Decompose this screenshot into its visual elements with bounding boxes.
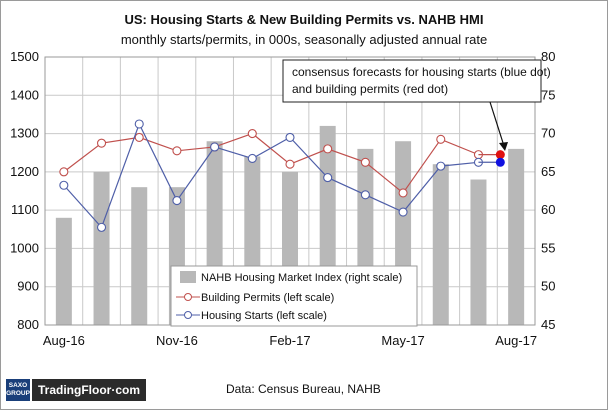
right-tick-label: 75	[541, 87, 555, 102]
right-tick-label: 60	[541, 202, 555, 217]
annotation-box	[282, 59, 542, 103]
starts-point	[172, 196, 182, 206]
legend-swatch-starts-marker	[184, 311, 192, 319]
permits-point	[323, 144, 333, 154]
x-tick-label: May-17	[381, 333, 424, 348]
hmi-bar	[93, 171, 110, 325]
hmi-bar	[432, 164, 449, 325]
x-tick-label: Aug-16	[43, 333, 85, 348]
left-tick-label: 900	[17, 279, 39, 294]
permits-point	[134, 132, 144, 142]
legend-label-starts: Housing Starts (left scale)	[201, 310, 327, 322]
permits-point	[59, 167, 69, 177]
hmi-bar	[55, 217, 72, 325]
x-tick-label: Nov-16	[156, 333, 198, 348]
starts-point	[436, 161, 446, 171]
starts-point	[323, 173, 333, 183]
chart-subtitle: monthly starts/permits, in 000s, seasona…	[121, 32, 487, 47]
starts-point	[247, 153, 257, 164]
right-tick-label: 80	[541, 49, 555, 64]
x-tick-label: Aug-17	[495, 333, 537, 348]
line-series	[59, 119, 505, 232]
legend-box	[170, 265, 418, 327]
saxo-group-logo: SAXO GROUP	[6, 379, 30, 401]
saxo-logo-line1: SAXO	[8, 382, 28, 389]
chart-title: US: Housing Starts & New Building Permit…	[125, 12, 484, 27]
right-tick-label: 50	[541, 279, 555, 294]
legend-swatch-hmi	[180, 271, 196, 283]
starts-line	[63, 122, 479, 229]
starts-forecast-dot	[495, 157, 505, 167]
left-tick-label: 1200	[10, 164, 39, 179]
legend-label-hmi: NAHB Housing Market Index (right scale)	[201, 272, 402, 284]
legend-swatch-permits-marker	[184, 293, 192, 301]
right-tick-label: 45	[541, 317, 555, 332]
left-tick-label: 1500	[10, 49, 39, 64]
left-tick-label: 800	[17, 317, 39, 332]
legend-label-permits: Building Permits (left scale)	[201, 292, 334, 304]
permits-point	[247, 129, 257, 139]
starts-point	[96, 222, 107, 232]
data-source: Data: Census Bureau, NAHB	[226, 382, 381, 396]
hmi-bar	[508, 148, 525, 325]
permits-forecast-dot	[495, 150, 505, 160]
starts-point	[210, 142, 220, 152]
starts-point	[59, 180, 69, 190]
right-tick-label: 55	[541, 240, 555, 255]
right-tick-label: 65	[541, 164, 555, 179]
right-tick-label: 70	[541, 126, 555, 141]
starts-point	[285, 132, 295, 142]
left-tick-label: 1300	[10, 126, 39, 141]
legend: NAHB Housing Market Index (right scale) …	[170, 265, 418, 327]
permits-point	[398, 188, 408, 198]
starts-point	[398, 207, 408, 217]
hmi-bar	[131, 187, 148, 325]
permits-point	[360, 157, 370, 167]
annotation-arrow	[489, 101, 505, 147]
axes: 800 900 1000 1100 1200 1300 1400 1500 45 50 55 60 65…	[10, 49, 555, 348]
tradingfloor-logo: SAXO GROUP TradingFloor·com	[6, 379, 146, 401]
x-tick-label: Feb-17	[269, 333, 310, 348]
left-tick-label: 1100	[11, 202, 39, 217]
permits-point	[172, 146, 182, 156]
saxo-logo-line2: GROUP	[6, 390, 30, 397]
annotation-callout: consensus forecasts for housing starts (…	[282, 59, 551, 151]
permits-point	[285, 159, 295, 169]
annotation-line-1: consensus forecasts for housing starts (…	[292, 65, 551, 79]
starts-point	[360, 190, 370, 200]
hmi-bar	[470, 179, 487, 325]
annotation-arrowhead	[499, 142, 508, 151]
annotation-line-2: and building permits (red dot)	[292, 82, 448, 96]
left-tick-label: 1400	[10, 87, 39, 102]
left-tick-label: 1000	[10, 240, 39, 255]
tradingfloor-logo-text: TradingFloor·com	[32, 379, 146, 401]
starts-point	[134, 119, 144, 129]
permits-line	[63, 132, 479, 194]
permits-point	[436, 134, 446, 144]
permits-point	[96, 138, 107, 148]
